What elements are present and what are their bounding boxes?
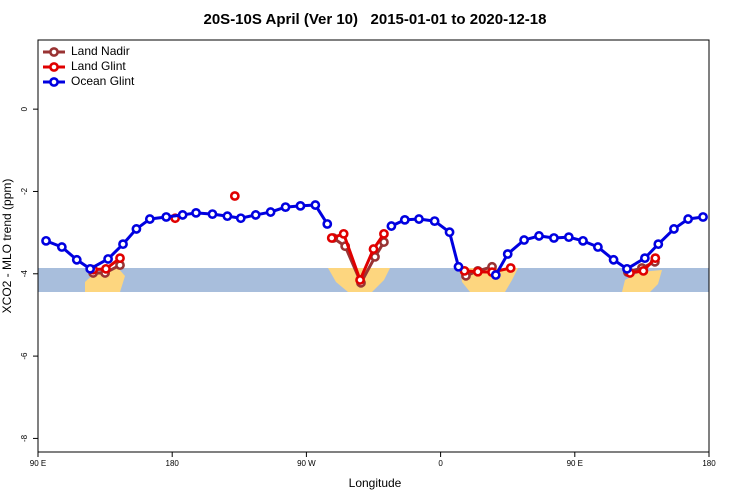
legend-marker (49, 47, 59, 57)
point (414, 214, 424, 224)
point (650, 253, 661, 264)
point (177, 210, 188, 220)
point (280, 202, 291, 213)
point (472, 266, 483, 277)
point (41, 235, 51, 246)
point (56, 242, 67, 252)
chart-title: 20S-10S April (Ver 10) 2015-01-01 to 202… (204, 11, 547, 28)
point (191, 207, 201, 218)
legend-label: Land Nadir (71, 44, 130, 58)
point (593, 242, 603, 252)
legend-label: Land Glint (71, 59, 126, 73)
point (453, 261, 464, 272)
x-tick-label: 0 (438, 459, 443, 468)
legend-marker (49, 62, 59, 72)
point (250, 210, 261, 220)
point (229, 191, 240, 201)
point (669, 224, 679, 234)
point (115, 253, 125, 264)
point (103, 254, 113, 264)
x-tick-label: 90 E (30, 459, 46, 468)
point (85, 263, 96, 274)
point (549, 233, 559, 243)
legend-label: Ocean Glint (71, 74, 135, 88)
legend-marker (49, 77, 59, 87)
y-tick-label: -2 (20, 187, 29, 195)
point (490, 270, 501, 280)
point (265, 207, 276, 217)
point (563, 232, 574, 243)
point (638, 266, 649, 276)
x-tick-label: 90 E (567, 459, 583, 468)
point (505, 263, 516, 273)
point (144, 214, 155, 224)
point (534, 231, 544, 241)
point (386, 221, 397, 231)
point (399, 214, 410, 225)
point (101, 263, 111, 274)
point (608, 254, 619, 265)
point (444, 227, 455, 238)
point (310, 200, 321, 210)
point (326, 233, 337, 243)
point (639, 253, 650, 264)
point (338, 228, 349, 239)
x-tick-label: 90 W (297, 459, 316, 468)
point (131, 224, 142, 234)
point (368, 244, 379, 254)
point (698, 212, 708, 222)
point (653, 239, 664, 250)
land (622, 270, 662, 292)
series-line (45, 203, 704, 276)
x-tick-label: 180 (166, 459, 180, 468)
point (683, 214, 694, 224)
y-axis-label: XCO2 - MLO trend (ppm) (0, 179, 14, 314)
point (355, 275, 365, 285)
x-axis-label: Longitude (349, 476, 402, 490)
point (71, 254, 82, 265)
point (622, 263, 632, 274)
point (295, 200, 306, 211)
point (502, 249, 513, 259)
point (519, 235, 530, 245)
point (578, 235, 588, 246)
x-tick-label: 180 (702, 459, 716, 468)
point (118, 239, 128, 250)
point (379, 228, 389, 239)
y-tick-label: -6 (20, 352, 29, 360)
y-tick-label: 0 (20, 106, 29, 111)
point (207, 209, 218, 220)
point (429, 216, 440, 226)
point (235, 213, 246, 224)
y-tick-label: -4 (20, 270, 29, 278)
y-tick-label: -8 (20, 434, 29, 442)
point (322, 219, 333, 229)
point (161, 212, 172, 222)
point (222, 211, 233, 222)
plot-frame (37, 39, 710, 453)
map-strip (38, 268, 709, 292)
